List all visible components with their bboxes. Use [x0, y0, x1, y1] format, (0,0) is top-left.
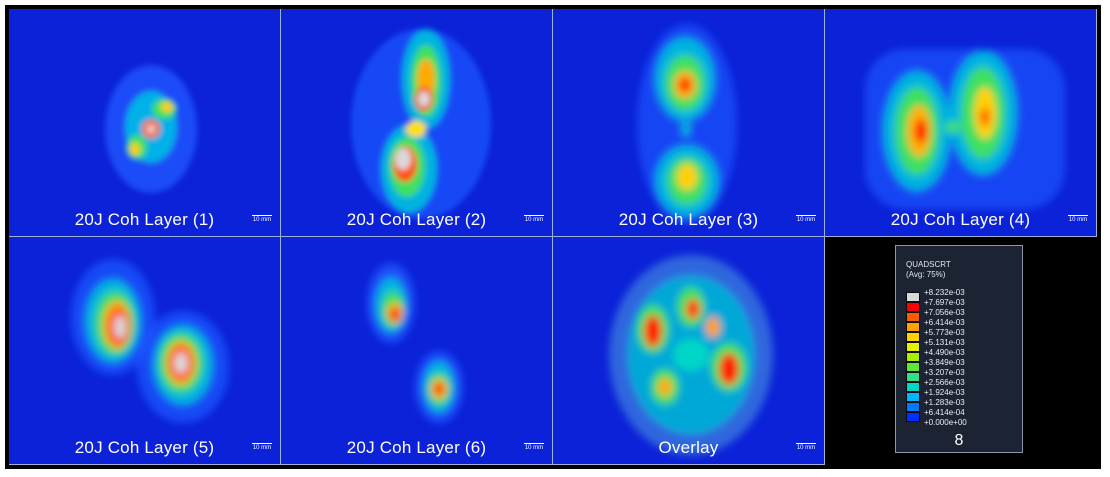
legend-swatch	[906, 412, 920, 422]
panel-layer-2: 20J Coh Layer (2) 10 mm	[281, 9, 553, 237]
legend-swatch	[906, 392, 920, 402]
legend-tick-label: +6.414e-04	[924, 408, 965, 417]
contour-plot-layer-3	[637, 24, 737, 224]
panel-layer-4: 20J Coh Layer (4) 10 mm	[825, 9, 1097, 237]
legend-swatch	[906, 382, 920, 392]
legend-swatch	[906, 332, 920, 342]
legend-tick-label: +3.849e-03	[924, 358, 965, 367]
legend-footer: 8	[954, 432, 964, 449]
contour-plot-layer-6	[367, 263, 463, 423]
scale-bar: 10 mm	[1068, 215, 1088, 223]
scale-bar: 10 mm	[524, 443, 544, 451]
legend-swatch	[906, 322, 920, 332]
legend-tick-label: +5.131e-03	[924, 338, 965, 347]
contour-plot-overlay	[609, 255, 773, 455]
scale-bar: 10 mm	[252, 443, 272, 451]
legend-tick-label: +4.490e-03	[924, 348, 965, 357]
legend-tick-label: +1.924e-03	[924, 388, 965, 397]
legend-panel: QUADSCRT (Avg: 75%) +8.232e-03 +7.697e-03…	[825, 237, 1097, 465]
legend-swatch	[906, 292, 920, 302]
legend-tick-label: +3.207e-03	[924, 368, 965, 377]
color-legend: QUADSCRT (Avg: 75%) +8.232e-03 +7.697e-03…	[895, 245, 1023, 453]
contour-plot-layer-4	[865, 49, 1065, 209]
panel-layer-3: 20J Coh Layer (3) 10 mm	[553, 9, 825, 237]
scale-bar: 10 mm	[796, 443, 816, 451]
legend-tick-label: +8.232e-03	[924, 288, 965, 297]
legend-subtitle: (Avg: 75%)	[906, 270, 946, 279]
legend-swatch	[906, 352, 920, 362]
legend-swatch	[906, 302, 920, 312]
legend-swatch	[906, 372, 920, 382]
panel-caption: Overlay	[658, 438, 719, 457]
contour-plot-layer-1	[105, 65, 197, 193]
legend-tick-label: +7.056e-03	[924, 308, 965, 317]
legend-tick-label: +2.566e-03	[924, 378, 965, 387]
legend-swatches	[906, 292, 920, 422]
legend-swatch	[906, 402, 920, 412]
legend-tick-label: +7.697e-03	[924, 298, 965, 307]
legend-swatch	[906, 362, 920, 372]
panel-layer-1: 20J Coh Layer (1) 10 mm	[9, 9, 281, 237]
panel-grid: 20J Coh Layer (1) 10 mm	[9, 9, 1097, 465]
scale-bar: 10 mm	[524, 215, 544, 223]
legend-tick-label: +6.414e-03	[924, 318, 965, 327]
legend-tick-label: +0.000e+00	[924, 418, 967, 427]
panel-caption: 20J Coh Layer (1)	[74, 210, 215, 229]
scale-bar: 10 mm	[252, 215, 272, 223]
figure-frame: 20J Coh Layer (1) 10 mm	[5, 5, 1101, 469]
legend-tick-labels: +8.232e-03 +7.697e-03 +7.056e-03 +6.414e-03…	[924, 288, 967, 428]
legend-swatch	[906, 312, 920, 322]
panel-layer-6: 20J Coh Layer (6) 10 mm	[281, 237, 553, 465]
panel-overlay: Overlay 10 mm	[553, 237, 825, 465]
contour-plot-layer-2	[351, 29, 491, 219]
legend-tick-label: +1.283e-03	[924, 398, 965, 407]
panel-caption: 20J Coh Layer (6)	[346, 438, 487, 457]
panel-caption: 20J Coh Layer (4)	[890, 210, 1031, 229]
panel-caption: 20J Coh Layer (5)	[74, 438, 215, 457]
legend-tick-label: +5.773e-03	[924, 328, 965, 337]
panel-caption: 20J Coh Layer (3)	[618, 210, 759, 229]
panel-caption: 20J Coh Layer (2)	[346, 210, 487, 229]
contour-plot-layer-5	[71, 259, 229, 423]
legend-title: QUADSCRT	[906, 260, 951, 269]
panel-layer-5: 20J Coh Layer (5) 10 mm	[9, 237, 281, 465]
legend-swatch	[906, 342, 920, 352]
scale-bar: 10 mm	[796, 215, 816, 223]
